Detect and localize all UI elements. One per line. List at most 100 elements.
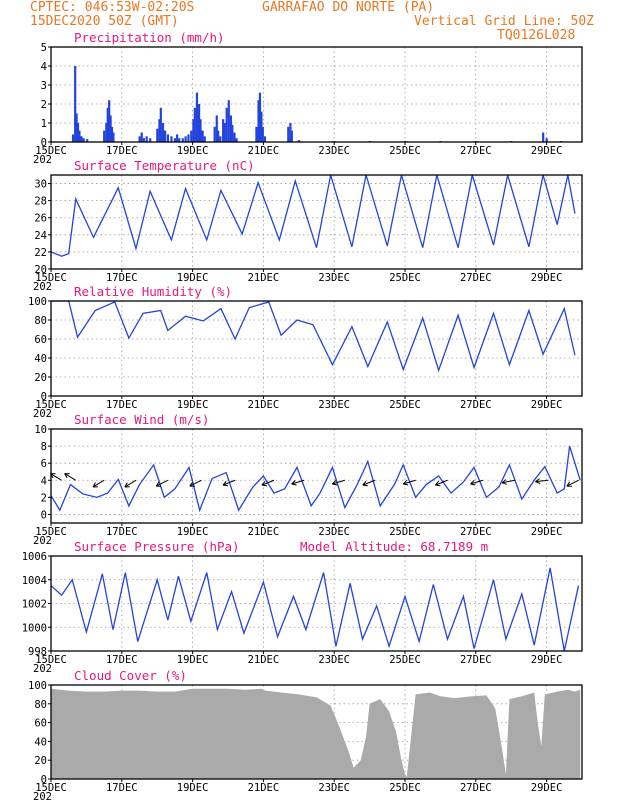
header-station-coords: CPTEC: 046:53W-02:20S [30, 0, 194, 15]
panel-title: Cloud Cover (%) [74, 668, 187, 683]
precip-bar [215, 115, 218, 142]
x-tick-label: 21DEC [248, 399, 280, 411]
wind-arrow [470, 479, 484, 486]
precip-bar [197, 104, 201, 142]
x-tick-label: 29DEC [531, 145, 563, 157]
x-tick-label: 23DEC [318, 272, 350, 284]
precip-bar [176, 134, 179, 142]
y-tick-label: 40 [34, 353, 47, 365]
wind-arrow [291, 479, 305, 486]
x-tick-label: 23DEC [318, 782, 350, 794]
y-tick-label: 10 [34, 424, 47, 436]
y-tick-label: 5 [41, 42, 47, 54]
y-tick-label: 40 [34, 736, 47, 748]
y-tick-label: 80 [34, 315, 47, 327]
x-tick-label: 19DEC [177, 526, 209, 538]
precip-bar [287, 126, 290, 142]
x-tick-label: 25DEC [389, 145, 421, 157]
wind-arrow [566, 479, 579, 487]
y-tick-label: 1006 [22, 551, 47, 563]
precip-bar [227, 100, 230, 142]
x-tick-label: 15DEC [35, 272, 67, 284]
x-tick-label: 23DEC [318, 654, 350, 666]
x-tick-label: 15DEC [35, 654, 67, 666]
wind-arrow [64, 473, 77, 481]
precip-bar [181, 138, 184, 142]
precip-bar [545, 138, 548, 142]
y-tick-label: 24 [34, 230, 47, 242]
y-tick-label: 30 [34, 179, 47, 191]
precip-bar [223, 123, 226, 142]
precip-bar [222, 119, 225, 142]
precip-bar [159, 107, 162, 142]
y-tick-label: 20 [34, 264, 47, 276]
y-tick-label: 100 [28, 296, 47, 308]
y-tick-label: 6 [41, 458, 47, 470]
panel-frame [50, 428, 583, 524]
x-tick-label: 17DEC [106, 526, 138, 538]
panel-5: 0 20 40 60 80 100 15DEC 17DEC 19DEC 21DEC 23DEC 25D… [28, 668, 583, 800]
x-tick-label: 21DEC [248, 145, 280, 157]
header-station-name: GARRAFAO DO NORTE (PA) [262, 0, 434, 15]
precip-bar [260, 111, 263, 142]
precip-bar [225, 107, 228, 142]
precip-bar [290, 130, 293, 142]
x-tick-label: 19DEC [177, 399, 209, 411]
x-tick-label: 29DEC [531, 399, 563, 411]
x-tick-label: 17DEC [106, 399, 138, 411]
precip-bar [184, 136, 187, 142]
y-tick-label: 0 [41, 137, 47, 149]
precip-bar [142, 138, 145, 142]
wind-arrow [222, 479, 236, 487]
panel-0: 0 1 2 3 4 5 15DEC 17DEC 19DEC 21DEC 23DEC 25DEC 27DE… [33, 30, 583, 166]
series-line-2 [51, 300, 576, 373]
wind-arrow [535, 478, 549, 484]
wind-arrow [435, 479, 448, 487]
y-tick-label: 26 [34, 213, 47, 225]
precip-bar [149, 138, 152, 142]
precip-bar [103, 130, 106, 142]
x-tick-label: 29DEC [531, 272, 563, 284]
y-tick-label: 2 [41, 492, 47, 504]
wind-arrow [501, 479, 515, 485]
precip-bar [173, 138, 177, 142]
precip-bar [170, 136, 173, 142]
precip-bar [166, 134, 170, 142]
year-fragment: 202 [33, 663, 52, 675]
x-tick-label: 27DEC [460, 526, 492, 538]
x-tick-label: 17DEC [106, 145, 138, 157]
year-fragment: 202 [33, 281, 52, 293]
precip-bar [231, 124, 234, 142]
series-line-4 [50, 567, 580, 652]
precip-bar [138, 136, 141, 142]
y-tick-label: 998 [28, 646, 47, 658]
precip-bar [213, 126, 216, 142]
y-tick-label: 4 [41, 475, 47, 487]
precip-bar [109, 115, 112, 142]
precip-bar [71, 134, 75, 142]
panel-frame [50, 46, 583, 143]
x-tick-label: 17DEC [106, 654, 138, 666]
y-tick-label: 20 [34, 755, 47, 767]
y-tick-label: 60 [34, 334, 47, 346]
panel-title: Relative Humidity (%) [74, 284, 232, 299]
wind-arrow [362, 479, 376, 487]
precip-bar [75, 113, 78, 142]
x-tick-label: 15DEC [35, 399, 67, 411]
precip-bar [233, 132, 236, 142]
panel-title: Precipitation (mm/h) [74, 30, 225, 45]
wind-arrow [92, 479, 105, 488]
precip-bar [108, 100, 111, 142]
wind-arrow [155, 479, 169, 487]
precip-bar [161, 123, 165, 142]
series-line-1 [50, 174, 576, 257]
precip-bar [297, 140, 300, 142]
precip-bar [112, 132, 115, 142]
y-tick-label: 100 [28, 680, 47, 692]
precip-bar [192, 119, 195, 142]
x-tick-label: 19DEC [177, 145, 209, 157]
x-tick-label: 21DEC [248, 272, 280, 284]
cloud-cover-area [51, 688, 581, 779]
precip-bar [110, 126, 114, 142]
